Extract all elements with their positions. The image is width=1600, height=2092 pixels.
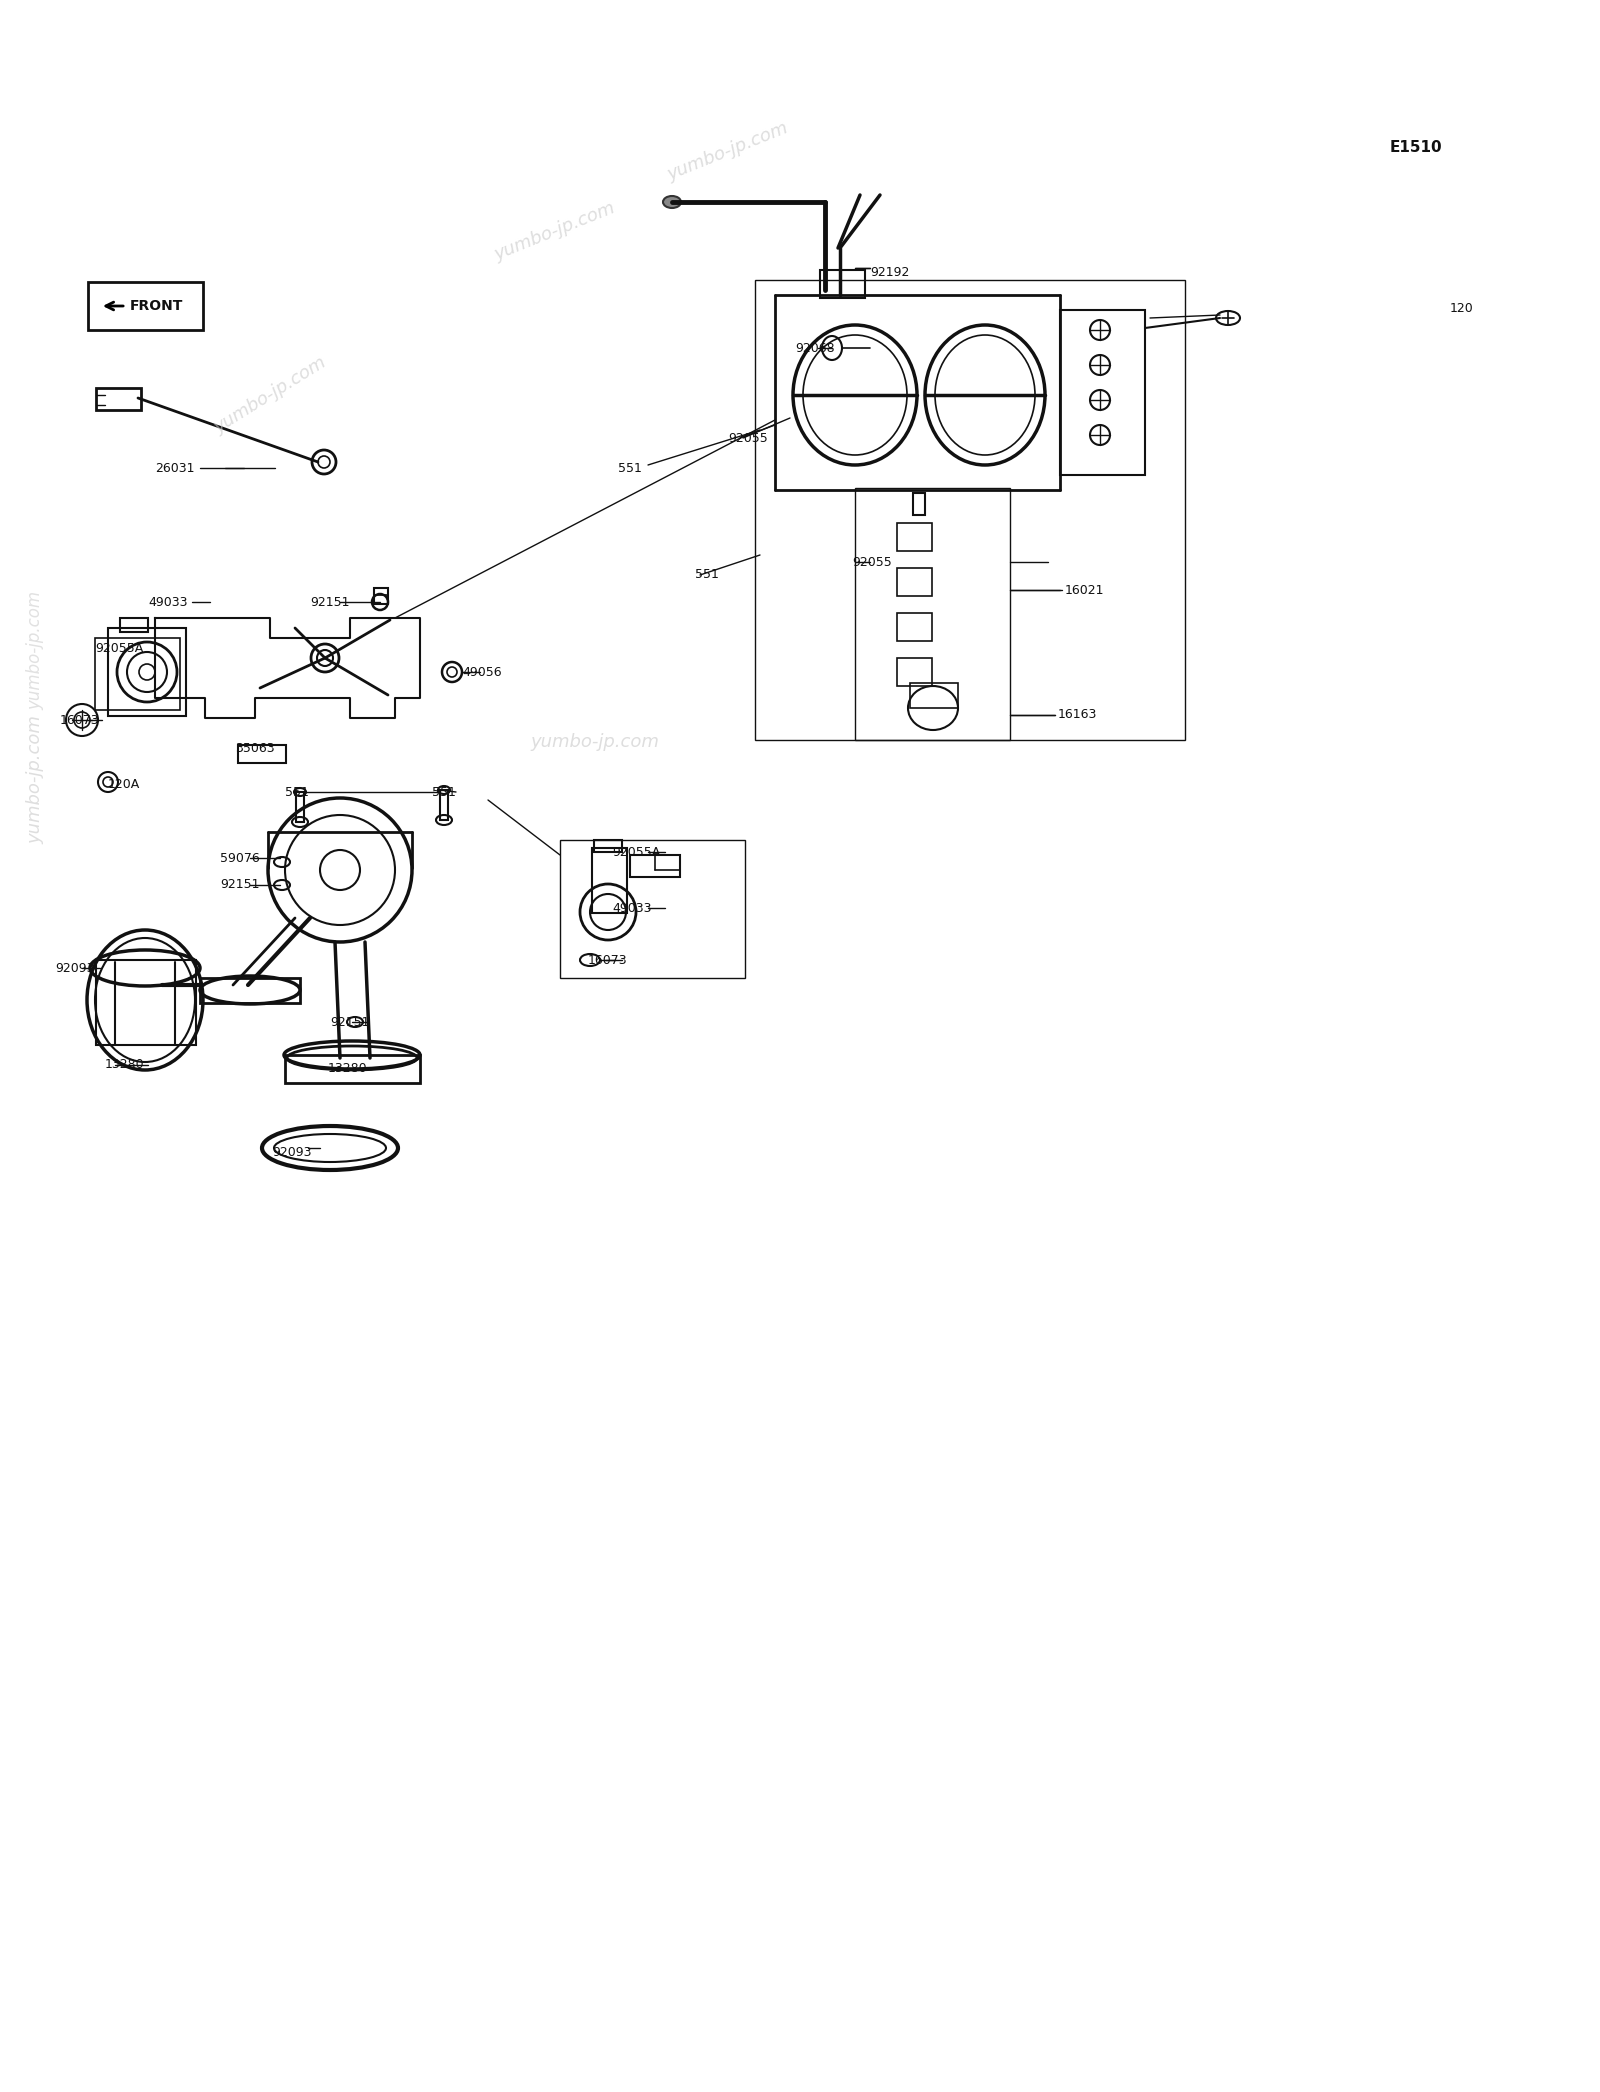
Bar <box>914 494 925 515</box>
Text: 92151: 92151 <box>330 1015 370 1029</box>
Bar <box>819 270 866 297</box>
Bar <box>592 847 627 912</box>
Bar <box>94 638 179 709</box>
Text: 92068: 92068 <box>795 341 835 354</box>
Bar <box>755 280 1186 741</box>
Text: 35063: 35063 <box>235 741 275 755</box>
Text: 59076: 59076 <box>221 851 259 864</box>
Text: 551: 551 <box>694 569 718 582</box>
Text: 16073: 16073 <box>61 713 99 726</box>
Bar <box>296 793 304 822</box>
Text: FRONT: FRONT <box>130 299 184 314</box>
Bar <box>120 617 147 632</box>
Text: 551: 551 <box>285 784 309 799</box>
Bar <box>910 682 958 707</box>
Text: 120A: 120A <box>109 778 141 791</box>
Text: yumbo-jp.com: yumbo-jp.com <box>211 354 330 437</box>
Text: 13280: 13280 <box>328 1061 368 1075</box>
Text: 92055: 92055 <box>851 556 891 569</box>
Text: yumbo-jp.com: yumbo-jp.com <box>26 715 45 845</box>
Bar <box>854 487 1010 741</box>
Text: 13280: 13280 <box>106 1059 144 1071</box>
Text: 16163: 16163 <box>1058 709 1098 722</box>
Bar <box>630 856 680 877</box>
Bar <box>96 960 195 1046</box>
Bar <box>96 387 141 410</box>
Bar <box>440 791 448 820</box>
Text: 49033: 49033 <box>611 902 651 914</box>
Text: yumbo-jp.com: yumbo-jp.com <box>666 119 790 184</box>
Text: yumbo-jp.com: yumbo-jp.com <box>531 732 659 751</box>
Bar <box>200 977 301 1002</box>
Text: 92093: 92093 <box>54 962 94 975</box>
Bar <box>898 659 931 686</box>
Bar <box>374 588 387 605</box>
Text: 16073: 16073 <box>589 954 627 967</box>
Text: E1510: E1510 <box>1390 140 1443 155</box>
Bar <box>1059 310 1146 475</box>
Text: yumbo-jp.com: yumbo-jp.com <box>26 590 45 709</box>
Bar <box>238 745 286 764</box>
Text: 92055: 92055 <box>728 431 768 444</box>
Text: 49033: 49033 <box>147 596 187 609</box>
Text: 92055A: 92055A <box>611 845 661 858</box>
Text: 551: 551 <box>432 784 456 799</box>
Bar <box>898 613 931 640</box>
Bar <box>560 841 746 977</box>
Text: 92151: 92151 <box>310 596 349 609</box>
Text: 49056: 49056 <box>462 665 502 678</box>
Bar <box>594 841 622 851</box>
Text: 92055A: 92055A <box>94 642 144 655</box>
Text: yumbo-jp.com: yumbo-jp.com <box>491 199 618 264</box>
Ellipse shape <box>662 197 682 207</box>
Text: 26031: 26031 <box>155 462 195 475</box>
Bar <box>898 569 931 596</box>
Text: 16021: 16021 <box>1066 584 1104 596</box>
Bar <box>285 1054 419 1084</box>
Text: 551: 551 <box>618 462 642 475</box>
Bar <box>109 628 186 715</box>
Bar <box>88 282 203 331</box>
Text: 92192: 92192 <box>870 266 909 278</box>
Bar <box>898 523 931 550</box>
Text: 92093: 92093 <box>272 1146 312 1159</box>
Text: 120: 120 <box>1450 301 1474 314</box>
Text: 92151: 92151 <box>221 879 259 891</box>
